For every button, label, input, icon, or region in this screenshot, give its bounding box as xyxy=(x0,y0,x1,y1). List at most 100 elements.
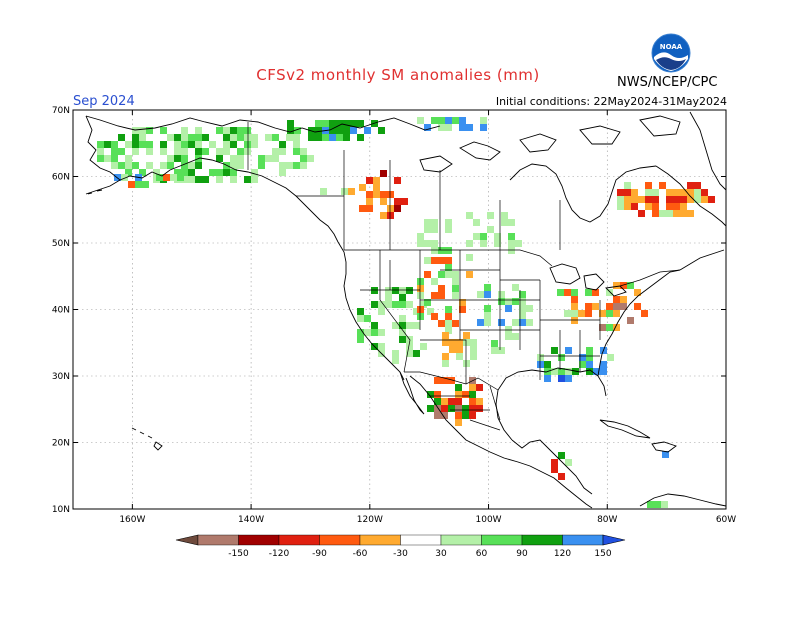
anomaly-cell xyxy=(357,120,364,127)
anomaly-cell xyxy=(466,240,473,247)
colorbar-segment xyxy=(238,534,280,546)
anomaly-cell xyxy=(336,127,343,134)
anomaly-cell xyxy=(394,198,401,205)
anomaly-cell xyxy=(680,203,687,210)
anomaly-cell xyxy=(293,162,300,169)
anomaly-cell xyxy=(97,141,104,148)
coastline-alaska-arctic xyxy=(85,115,441,133)
anomaly-cell xyxy=(666,203,673,210)
anomaly-cell xyxy=(455,398,462,405)
colorbar-segment xyxy=(562,534,604,546)
anomaly-cell xyxy=(515,240,522,247)
coastline-central-america xyxy=(529,465,593,509)
lon-label: 120W xyxy=(357,515,383,525)
anomaly-cell xyxy=(469,391,476,398)
colorbar-segment xyxy=(400,534,442,546)
anomaly-cell xyxy=(613,303,620,310)
anomaly-cell xyxy=(565,375,572,382)
anomaly-cell xyxy=(132,141,139,148)
anomaly-cell xyxy=(132,134,139,141)
anomaly-cell xyxy=(366,205,373,212)
anomaly-cell xyxy=(160,148,167,155)
anomaly-cell xyxy=(181,162,188,169)
anomaly-cell xyxy=(272,155,279,162)
anomaly-cell xyxy=(392,350,399,357)
axis-ticks xyxy=(73,109,727,510)
anomaly-cell xyxy=(470,353,477,360)
anomaly-cell xyxy=(452,117,459,124)
anomaly-cell xyxy=(181,141,188,148)
anomaly-cell xyxy=(251,134,258,141)
anomaly-cell xyxy=(399,294,406,301)
anomaly-cell xyxy=(571,317,578,324)
anomaly-cell xyxy=(223,148,230,155)
anomaly-cell xyxy=(438,271,445,278)
anomaly-cell xyxy=(336,120,343,127)
anomaly-cell xyxy=(537,361,544,368)
anomaly-cell xyxy=(466,212,473,219)
anomaly-cell xyxy=(132,127,139,134)
coastline-us-east xyxy=(597,269,681,377)
anomaly-cell xyxy=(300,148,307,155)
anomaly-cell xyxy=(441,412,448,419)
coastline-labrador xyxy=(655,165,727,227)
anomaly-cell xyxy=(244,127,251,134)
anomaly-cell xyxy=(627,317,634,324)
anomaly-cell xyxy=(244,134,251,141)
anomaly-cell xyxy=(624,189,631,196)
coastline-mexico-west xyxy=(409,375,531,467)
anomaly-cell xyxy=(380,191,387,198)
anomaly-cell xyxy=(401,198,408,205)
anomaly-cell xyxy=(139,141,146,148)
anomaly-cell xyxy=(223,169,230,176)
anomaly-cell xyxy=(687,196,694,203)
border-us-canada xyxy=(344,249,681,287)
anomaly-cell xyxy=(420,343,427,350)
anomaly-cell xyxy=(223,127,230,134)
anomaly-cell xyxy=(449,346,456,353)
anomaly-cell xyxy=(118,148,125,155)
latitude-labels: 70N 60N 50N 40N 30N 20N 10N xyxy=(52,106,70,515)
anomaly-cell xyxy=(484,319,491,326)
coastline-hudson-bay xyxy=(509,163,657,223)
anomaly-cell xyxy=(125,169,132,176)
anomaly-cell xyxy=(505,305,512,312)
anomaly-cell xyxy=(512,298,519,305)
anomaly-cell xyxy=(434,405,441,412)
anomaly-cell xyxy=(470,339,477,346)
anomaly-cell xyxy=(424,219,431,226)
anomaly-cell xyxy=(195,141,202,148)
anomaly-cell xyxy=(564,289,571,296)
anomaly-cell xyxy=(585,310,592,317)
anomaly-cell xyxy=(624,196,631,203)
anomaly-cell xyxy=(202,176,209,183)
anomaly-cell xyxy=(209,141,216,148)
anomaly-cell xyxy=(624,203,631,210)
anomaly-cell xyxy=(613,310,620,317)
anomaly-cell xyxy=(320,188,327,195)
anomaly-cell xyxy=(341,188,348,195)
anomaly-cell xyxy=(357,308,364,315)
anomaly-cell xyxy=(223,134,230,141)
lat-label: 30N xyxy=(52,372,70,382)
colorbar-tick-label: -150 xyxy=(228,549,249,559)
anomaly-cell xyxy=(357,315,364,322)
anomaly-cell xyxy=(174,148,181,155)
lon-label: 80W xyxy=(597,515,617,525)
anomaly-cell xyxy=(272,134,279,141)
anomaly-cell xyxy=(378,301,385,308)
anomaly-cell xyxy=(195,176,202,183)
anomaly-cell xyxy=(230,162,237,169)
anomaly-cell xyxy=(519,291,526,298)
anomaly-cell xyxy=(469,398,476,405)
anomaly-cell xyxy=(329,127,336,134)
anomaly-cell xyxy=(645,189,652,196)
anomaly-cell xyxy=(445,327,452,334)
anomaly-cell xyxy=(125,162,132,169)
anomaly-cell xyxy=(230,141,237,148)
anomaly-cell xyxy=(378,308,385,315)
anomaly-cell xyxy=(431,117,438,124)
anomaly-cell xyxy=(462,405,469,412)
anomaly-cell xyxy=(424,124,431,131)
colorbar-tick-label: -90 xyxy=(312,549,327,559)
